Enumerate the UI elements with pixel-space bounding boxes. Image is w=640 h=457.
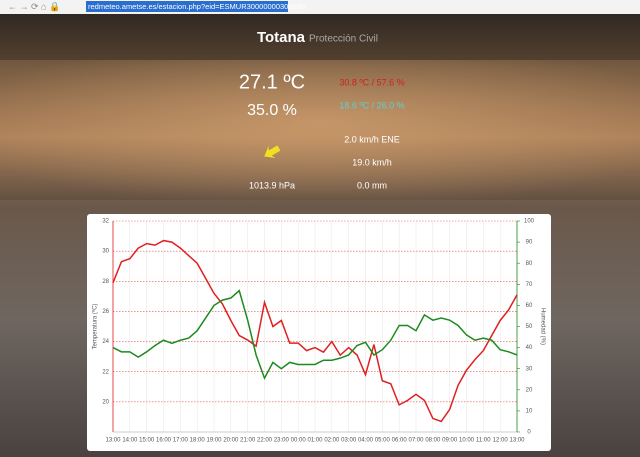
x-tick-label: 13:00 (105, 438, 121, 444)
nav-buttons[interactable]: ← → ⟳ ⌂ 🔒 (8, 1, 60, 11)
station-subtitle: Protección Civil (309, 34, 378, 45)
x-tick-label: 15:00 (139, 438, 155, 444)
y2-tick-label: 60 (526, 303, 533, 309)
url-field[interactable] (86, 1, 288, 12)
y2-tick-label: 100 (524, 219, 535, 225)
y2-tick-label: 30 (526, 366, 533, 372)
x-tick-label: 03:00 (341, 438, 357, 444)
current-temperature: 27.1 ºC (239, 71, 305, 93)
x-tick-label: 22:00 (257, 438, 273, 444)
y2-axis-title: Humedad (%) (539, 308, 545, 345)
y-axis-title: Temperatura (ºC) (92, 304, 99, 350)
x-tick-label: 14:00 (122, 438, 138, 444)
x-tick-label: 10:00 (459, 438, 475, 444)
y2-tick-label: 10 (526, 408, 533, 414)
chart-card (87, 214, 551, 451)
y-tick-label: 22 (102, 369, 109, 375)
min-values: 18.6 ºC / 26.0 % (339, 100, 404, 110)
y2-tick-label: 0 (527, 430, 531, 436)
y2-tick-label: 90 (526, 240, 533, 246)
x-tick-label: 01:00 (307, 438, 323, 444)
y2-tick-label: 50 (526, 324, 533, 330)
x-tick-label: 20:00 (223, 438, 239, 444)
max-values: 30.8 ºC / 57.6 % (339, 77, 404, 87)
series-line (112, 239, 518, 423)
x-tick-label: 05:00 (375, 438, 391, 444)
x-tick-label: 16:00 (156, 438, 172, 444)
chart: 13:00 14:00 15:00 16:00 17:00 18:00 19:00 20:00… (92, 219, 546, 444)
y-tick-label: 32 (102, 219, 109, 225)
header-band (0, 14, 640, 60)
x-tick-label: 21:00 (240, 438, 256, 444)
x-tick-label: 17:00 (173, 438, 189, 444)
station-title: Totana (257, 29, 306, 46)
y2-tick-label: 80 (526, 261, 533, 267)
x-tick-label: 04:00 (358, 438, 374, 444)
y-tick-label: 24 (102, 339, 109, 345)
x-tick-label: 07:00 (408, 438, 424, 444)
y-tick-label: 20 (102, 399, 109, 405)
info-band (0, 60, 640, 200)
x-tick-label: 11:00 (476, 438, 491, 444)
x-tick-label: 23:00 (274, 438, 290, 444)
rain: 0.0 mm (357, 180, 387, 190)
url[interactable]: redmeteo.ametse.es/estacion.php?eid=ESMU… (88, 2, 306, 11)
series-line (112, 289, 518, 381)
x-tick-label: 09:00 (442, 438, 458, 444)
gust: 19.0 km/h (352, 157, 392, 167)
y2-tick-label: 40 (526, 345, 533, 351)
background-glow (0, 60, 640, 200)
pressure: 1013.9 hPa (249, 180, 295, 190)
x-tick-label: 00:00 (291, 438, 307, 444)
y-tick-label: 26 (102, 309, 109, 315)
y2-tick-label: 20 (526, 387, 533, 393)
x-tick-label: 18:00 (190, 438, 206, 444)
wind-arrow (264, 145, 281, 159)
x-tick-label: 12:00 (493, 438, 509, 444)
current-humidity: 35.0 % (247, 102, 297, 119)
wind: 2.0 km/h ENE (344, 134, 400, 144)
x-tick-label: 06:00 (392, 438, 408, 444)
y-tick-label: 28 (102, 279, 109, 285)
x-tick-label: 08:00 (425, 438, 441, 444)
x-tick-label: 13:00 (509, 438, 525, 444)
y-tick-label: 30 (102, 249, 109, 255)
y2-tick-label: 70 (526, 282, 533, 288)
x-tick-label: 02:00 (324, 438, 340, 444)
x-tick-label: 19:00 (206, 438, 222, 444)
